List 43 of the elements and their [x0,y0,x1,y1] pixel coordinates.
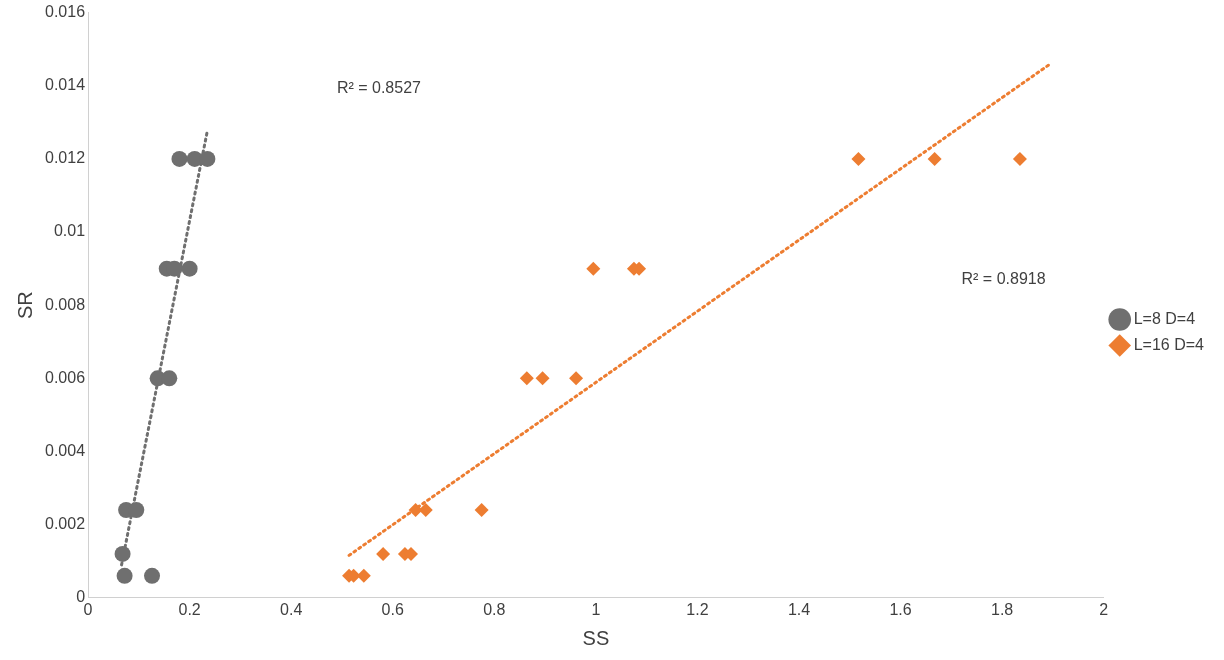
point [144,567,161,584]
y-tick-label: 0.008 [44,295,86,313]
point [408,503,423,518]
y-tick-label: 0.002 [44,515,86,533]
x-tick-label: 1.8 [991,600,1014,618]
y-tick-label: 0.004 [44,441,86,459]
point [116,567,133,584]
x-tick-label: 1.4 [787,600,811,618]
x-tick-label: 1 [591,600,601,618]
y-axis-title: SR [13,291,36,320]
point [569,371,584,386]
x-tick-label: 0.2 [178,600,201,618]
point [114,545,131,562]
point [586,261,601,276]
x-tick-label: 1.6 [889,600,912,618]
x-axis-title: SS [582,626,610,649]
point [519,371,534,386]
point [356,568,371,583]
point [927,151,942,166]
point [199,150,216,167]
y-tick-label: 0.012 [44,149,86,167]
point [1012,151,1027,166]
point [161,370,178,387]
point [474,503,489,518]
y-tick-label: 0.006 [44,368,86,386]
x-tick-label: 0.4 [280,600,303,618]
y-tick-label: 0.016 [44,3,86,21]
annotation: R² = 0.8918 [961,269,1046,287]
point [851,151,866,166]
x-tick-label: 0.8 [483,600,506,618]
point [181,260,198,277]
y-tick-label: 0.01 [53,222,86,240]
x-tick-label: 2 [1099,600,1109,618]
point [418,503,433,518]
y-tick-label: 0.014 [44,76,86,94]
annotation: R² = 0.8527 [336,79,422,97]
x-tick-label: 1.2 [686,600,709,618]
legend-label: L=16 D=4 [1133,335,1205,353]
x-tick-label: 0.6 [381,600,404,618]
legend-label: L=8 D=4 [1133,309,1196,327]
point [376,546,391,561]
point [535,371,550,386]
point [171,150,188,167]
